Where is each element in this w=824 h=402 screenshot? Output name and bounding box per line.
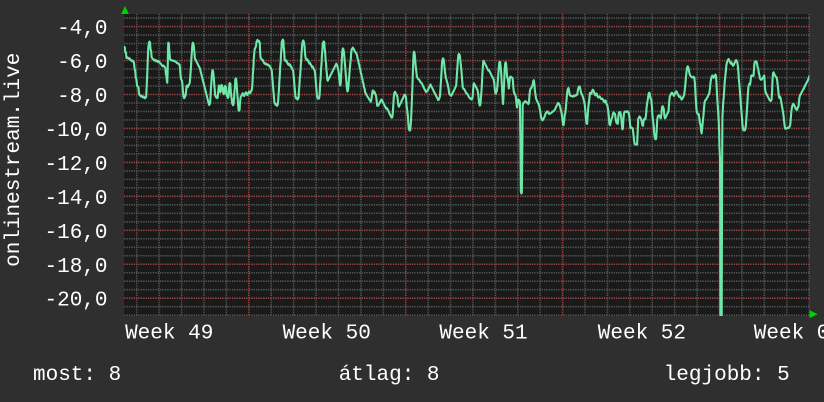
svg-text:-12,0: -12,0 [44,154,107,177]
svg-text:-10,0: -10,0 [44,120,107,143]
svg-text:Week 52: Week 52 [598,323,686,346]
svg-text:Week 51: Week 51 [439,323,527,346]
svg-text:Week 50: Week 50 [283,323,371,346]
svg-text:-20,0: -20,0 [44,290,107,313]
svg-text:legjobb: 5: legjobb: 5 [664,364,790,387]
svg-text:most: 8: most: 8 [33,364,121,387]
svg-text:-18,0: -18,0 [44,256,107,279]
svg-text:átlag: 8: átlag: 8 [339,364,440,387]
svg-text:-14,0: -14,0 [44,188,107,211]
svg-text:Week 49: Week 49 [125,323,213,346]
svg-text:-6,0: -6,0 [57,52,107,75]
svg-text:-4,0: -4,0 [57,18,107,41]
svg-text:Week 01: Week 01 [754,323,824,346]
svg-text:-8,0: -8,0 [57,86,107,109]
svg-text:-16,0: -16,0 [44,222,107,245]
svg-text:onlinestream.live: onlinestream.live [3,53,26,267]
